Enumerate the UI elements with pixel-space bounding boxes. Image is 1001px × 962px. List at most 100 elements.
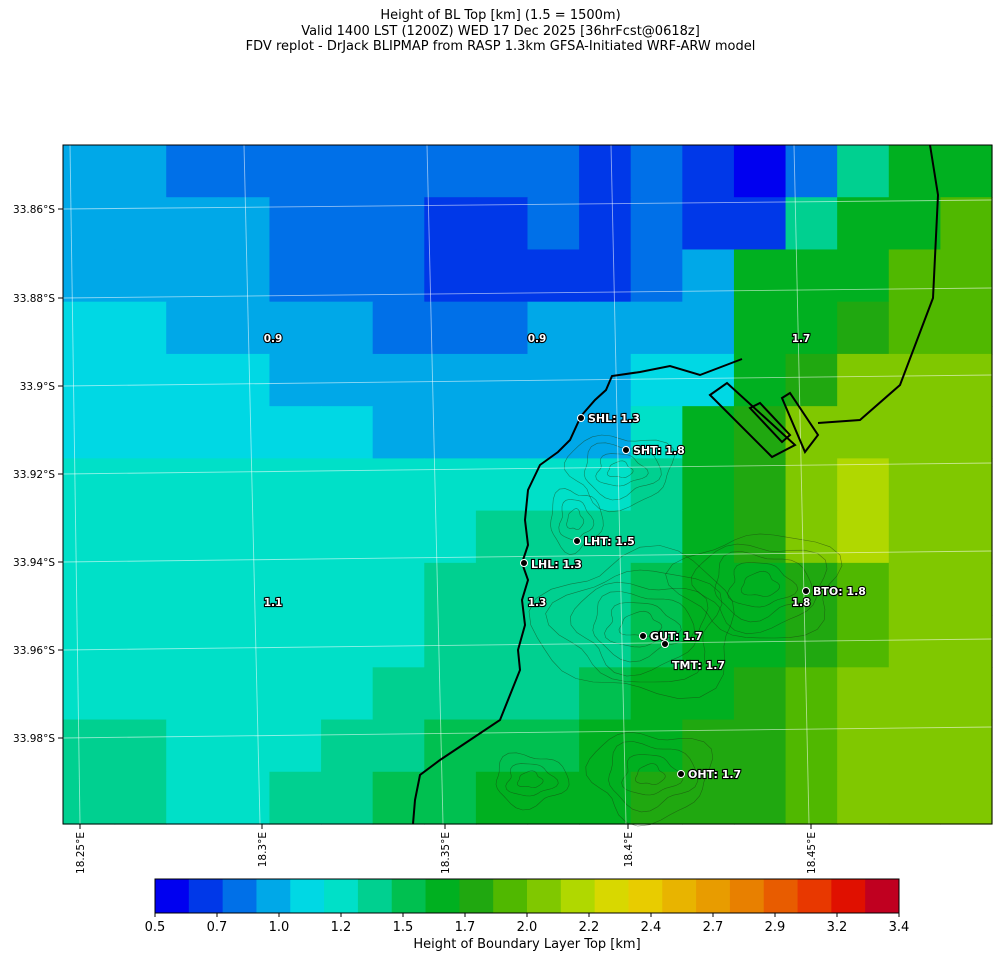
grid-cell xyxy=(579,510,632,564)
contour-line xyxy=(592,591,695,663)
grid-cell xyxy=(217,197,271,251)
grid-cell xyxy=(114,406,167,459)
grid-cell xyxy=(682,406,735,459)
grid-cell xyxy=(166,353,219,407)
grid-cell xyxy=(269,458,322,512)
grid-cell xyxy=(114,353,167,407)
grid-cell xyxy=(733,719,787,773)
site-marker-lhl xyxy=(520,559,528,567)
grid-cell xyxy=(424,719,477,773)
latitude-tick-label: 33.88°S xyxy=(13,293,55,305)
colorbar-tick-label: 3.4 xyxy=(889,920,910,935)
colorbar-segment xyxy=(459,879,494,913)
cell-value-label: 1.7 xyxy=(792,333,811,345)
grid-cell xyxy=(424,562,477,616)
grid-cell xyxy=(372,353,425,407)
grid-cell xyxy=(372,249,425,303)
grid-cell xyxy=(733,249,787,303)
grid-cell xyxy=(682,301,735,355)
grid-cell xyxy=(733,458,787,512)
grid-cell xyxy=(837,458,890,512)
colorbar-segment xyxy=(865,879,900,913)
grid-cell xyxy=(63,562,116,616)
grid-cell xyxy=(837,562,890,616)
latitude-line xyxy=(62,550,993,563)
grid-cell xyxy=(372,510,425,564)
site-label-sht: SHT: 1.8 xyxy=(633,444,685,457)
grid-cell xyxy=(321,510,374,564)
grid-cell xyxy=(166,145,219,198)
grid-cell xyxy=(321,667,374,721)
grid-cell xyxy=(579,458,632,512)
grid-cell xyxy=(63,510,116,564)
grid-cell xyxy=(682,562,735,616)
grid-cell xyxy=(579,353,632,407)
grid-cell xyxy=(269,353,322,407)
grid-cell xyxy=(372,562,425,616)
grid-cell xyxy=(837,301,890,355)
grid-cell xyxy=(630,771,683,825)
grid-cell xyxy=(269,562,322,616)
grid-cell xyxy=(475,771,529,825)
colorbar-segment xyxy=(763,879,799,913)
grid-cell xyxy=(321,562,374,616)
bl-height-grid xyxy=(63,145,993,825)
grid-cell xyxy=(733,406,787,459)
longitude-line xyxy=(69,144,81,825)
coastline xyxy=(412,144,940,825)
latitude-line xyxy=(62,726,993,739)
colorbar-segment xyxy=(155,879,190,913)
grid-cell xyxy=(114,615,167,668)
grid-cell xyxy=(217,771,271,825)
site-marker-oht xyxy=(677,770,685,778)
contour-line xyxy=(495,752,570,811)
grid-cell xyxy=(321,615,374,668)
grid-cell xyxy=(940,458,993,512)
grid-cell xyxy=(217,249,271,303)
cell-value-label: 0.9 xyxy=(528,333,547,345)
harbour-basin xyxy=(708,381,797,459)
colorbar-tick-label: 2.7 xyxy=(703,920,724,935)
grid-cell xyxy=(114,510,167,564)
grid-cell xyxy=(269,406,322,459)
grid-cell xyxy=(579,145,632,198)
latitude-tick-label: 33.96°S xyxy=(13,645,55,657)
grid-cell xyxy=(372,667,425,721)
grid-cell xyxy=(785,406,838,459)
grid-cell xyxy=(682,510,735,564)
grid-cell xyxy=(321,145,374,198)
grid-cell xyxy=(837,510,890,564)
grid-cell xyxy=(217,353,271,407)
grid-cell xyxy=(114,562,167,616)
colorbar-tick-label: 2.9 xyxy=(765,920,786,935)
grid-cell xyxy=(888,353,941,407)
graticule xyxy=(62,144,993,825)
grid-cell xyxy=(166,249,219,303)
grid-cell xyxy=(940,719,993,773)
grid-cell xyxy=(63,719,116,773)
grid-cell xyxy=(166,562,219,616)
colorbar-tick-label: 0.7 xyxy=(207,920,228,935)
grid-cell xyxy=(527,301,580,355)
grid-cell xyxy=(424,197,477,251)
map-frame xyxy=(62,144,993,825)
grid-cell xyxy=(269,771,322,825)
grid-cell xyxy=(269,667,322,721)
grid-cell xyxy=(217,667,271,721)
longitude-line xyxy=(426,144,444,825)
grid-cell xyxy=(579,301,632,355)
grid-cell xyxy=(166,667,219,721)
site-marker-bto xyxy=(802,587,810,595)
colorbar-segment xyxy=(425,879,460,913)
grid-cell xyxy=(63,615,116,668)
harbour-pier xyxy=(748,401,792,444)
grid-cell xyxy=(114,667,167,721)
grid-cell xyxy=(63,353,116,407)
site-label-shl: SHL: 1.3 xyxy=(588,412,640,425)
grid-cell xyxy=(372,145,425,198)
contour-line xyxy=(550,488,604,555)
grid-cell xyxy=(682,771,735,825)
colorbar-segment xyxy=(594,879,629,913)
grid-cell xyxy=(424,145,477,198)
